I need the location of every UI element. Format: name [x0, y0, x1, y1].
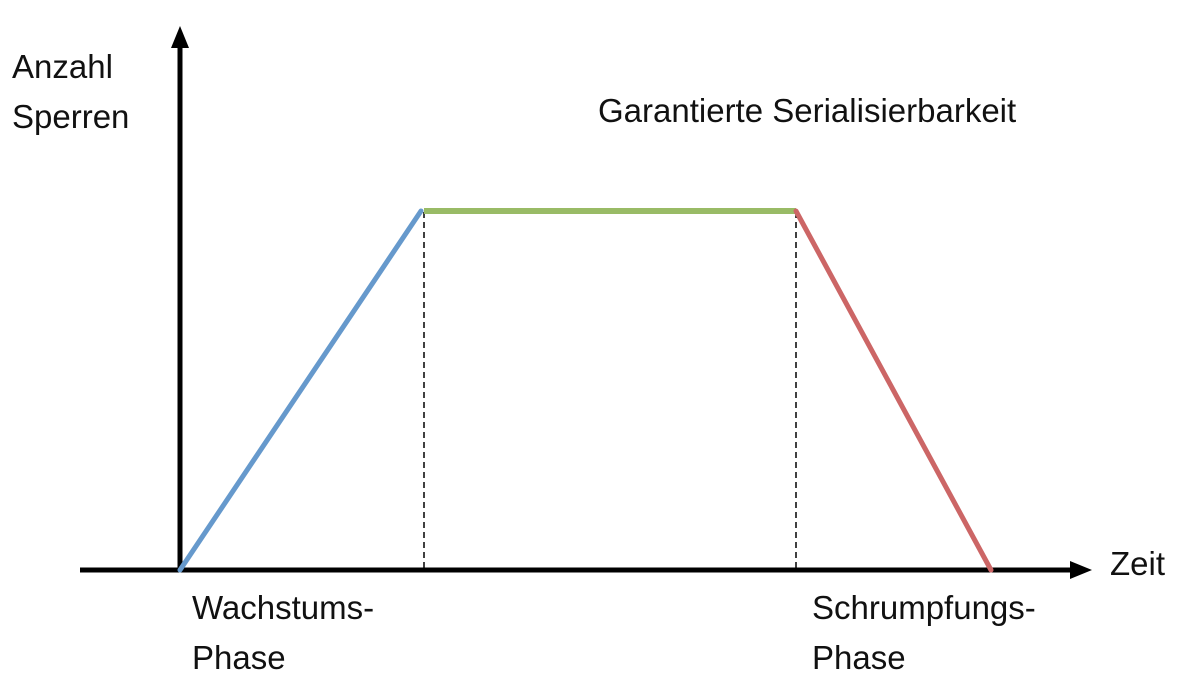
x-axis-label: Zeit	[1110, 545, 1166, 582]
serializability-annotation: Garantierte Serialisierbarkeit	[598, 92, 1017, 129]
shrink-phase-label-line1: Schrumpfungs-	[812, 589, 1036, 626]
growth-phase-label-line2: Phase	[192, 639, 286, 676]
shrink-phase-line	[793, 208, 994, 573]
y-axis-arrowhead	[171, 26, 189, 48]
y-axis-label-line1: Anzahl	[12, 48, 113, 85]
growth-phase-label-line1: Wachstums-	[192, 589, 375, 626]
y-axis-label-line2: Sperren	[12, 98, 130, 135]
x-axis-arrowhead	[1070, 561, 1092, 579]
growth-phase-line	[177, 208, 424, 573]
shrink-phase-label-line2: Phase	[812, 639, 906, 676]
